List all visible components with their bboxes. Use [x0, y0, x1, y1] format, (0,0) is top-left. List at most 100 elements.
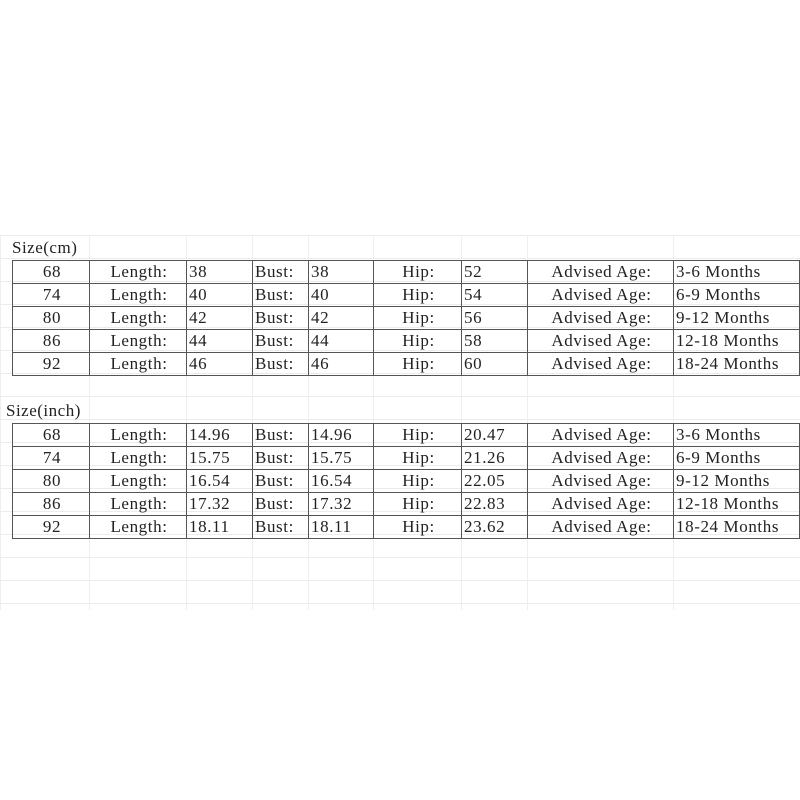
cell-age[interactable]: 9-12 Months [673, 306, 800, 330]
cell-bust[interactable]: 14.96 [308, 423, 374, 447]
table-row: 80 Length: 16.54 Bust: 16.54 Hip: 22.05 Advised… [12, 469, 800, 493]
cell-length-label[interactable]: Length: [89, 352, 187, 376]
cell-length-label[interactable]: Length: [89, 469, 187, 493]
cell-hip-label[interactable]: Hip: [373, 469, 462, 493]
cell-size[interactable]: 68 [12, 423, 90, 447]
cell-bust-label[interactable]: Bust: [252, 423, 309, 447]
cell-hip[interactable]: 22.83 [461, 492, 528, 516]
size-table-inch: 68 Length: 14.96 Bust: 14.96 Hip: 20.47 Advised… [12, 423, 800, 539]
cell-age-label[interactable]: Advised Age: [527, 446, 674, 470]
cell-bust-label[interactable]: Bust: [252, 283, 309, 307]
table-row: 68 Length: 14.96 Bust: 14.96 Hip: 20.47 Advised… [12, 423, 800, 447]
cell-bust-label[interactable]: Bust: [252, 306, 309, 330]
cell-length-label[interactable]: Length: [89, 329, 187, 353]
cell-length[interactable]: 46 [186, 352, 253, 376]
cell-age[interactable]: 3-6 Months [673, 423, 800, 447]
grid-line [461, 235, 462, 610]
cell-size[interactable]: 92 [12, 352, 90, 376]
cell-age[interactable]: 18-24 Months [673, 352, 800, 376]
cell-hip[interactable]: 52 [461, 260, 528, 284]
cell-bust-label[interactable]: Bust: [252, 260, 309, 284]
cell-bust-label[interactable]: Bust: [252, 446, 309, 470]
cell-bust-label[interactable]: Bust: [252, 492, 309, 516]
cell-length[interactable]: 18.11 [186, 515, 253, 539]
cell-size[interactable]: 92 [12, 515, 90, 539]
cell-bust[interactable]: 15.75 [308, 446, 374, 470]
cell-bust-label[interactable]: Bust: [252, 515, 309, 539]
table-row: 74 Length: 15.75 Bust: 15.75 Hip: 21.26 Advised… [12, 446, 800, 470]
cell-size[interactable]: 74 [12, 446, 90, 470]
cell-hip-label[interactable]: Hip: [373, 306, 462, 330]
cell-hip-label[interactable]: Hip: [373, 283, 462, 307]
cell-hip-label[interactable]: Hip: [373, 492, 462, 516]
cell-hip[interactable]: 23.62 [461, 515, 528, 539]
cell-hip-label[interactable]: Hip: [373, 423, 462, 447]
cell-length[interactable]: 14.96 [186, 423, 253, 447]
cell-size[interactable]: 80 [12, 469, 90, 493]
cell-age-label[interactable]: Advised Age: [527, 469, 674, 493]
cell-length-label[interactable]: Length: [89, 446, 187, 470]
cell-age[interactable]: 6-9 Months [673, 446, 800, 470]
cell-bust[interactable]: 18.11 [308, 515, 374, 539]
cell-age-label[interactable]: Advised Age: [527, 352, 674, 376]
cell-length-label[interactable]: Length: [89, 492, 187, 516]
cell-hip[interactable]: 60 [461, 352, 528, 376]
cell-age[interactable]: 9-12 Months [673, 469, 800, 493]
grid-line [308, 235, 309, 610]
cell-length[interactable]: 40 [186, 283, 253, 307]
cell-length[interactable]: 17.32 [186, 492, 253, 516]
cell-length-label[interactable]: Length: [89, 260, 187, 284]
cell-bust[interactable]: 46 [308, 352, 374, 376]
cell-hip-label[interactable]: Hip: [373, 446, 462, 470]
cell-size[interactable]: 68 [12, 260, 90, 284]
table-row: 92 Length: 46 Bust: 46 Hip: 60 Advised Age: 18-2… [12, 352, 800, 376]
cell-bust[interactable]: 40 [308, 283, 374, 307]
cell-length[interactable]: 16.54 [186, 469, 253, 493]
cell-size[interactable]: 86 [12, 492, 90, 516]
cell-length-label[interactable]: Length: [89, 515, 187, 539]
cell-age-label[interactable]: Advised Age: [527, 260, 674, 284]
cell-bust[interactable]: 16.54 [308, 469, 374, 493]
cell-age-label[interactable]: Advised Age: [527, 492, 674, 516]
cell-length-label[interactable]: Length: [89, 283, 187, 307]
cell-hip[interactable]: 58 [461, 329, 528, 353]
cell-hip[interactable]: 54 [461, 283, 528, 307]
cell-hip[interactable]: 56 [461, 306, 528, 330]
table-row: 92 Length: 18.11 Bust: 18.11 Hip: 23.62 Advised… [12, 515, 800, 539]
cell-length-label[interactable]: Length: [89, 306, 187, 330]
cell-bust[interactable]: 44 [308, 329, 374, 353]
table-row: 86 Length: 17.32 Bust: 17.32 Hip: 22.83 Advised… [12, 492, 800, 516]
cell-size[interactable]: 74 [12, 283, 90, 307]
cell-bust[interactable]: 38 [308, 260, 374, 284]
cell-hip[interactable]: 21.26 [461, 446, 528, 470]
cell-size[interactable]: 86 [12, 329, 90, 353]
cell-hip-label[interactable]: Hip: [373, 515, 462, 539]
cell-hip-label[interactable]: Hip: [373, 260, 462, 284]
cell-age[interactable]: 3-6 Months [673, 260, 800, 284]
cell-bust-label[interactable]: Bust: [252, 352, 309, 376]
cell-length[interactable]: 38 [186, 260, 253, 284]
cell-age[interactable]: 12-18 Months [673, 492, 800, 516]
cell-bust-label[interactable]: Bust: [252, 329, 309, 353]
cell-hip-label[interactable]: Hip: [373, 352, 462, 376]
cell-hip[interactable]: 22.05 [461, 469, 528, 493]
cell-bust-label[interactable]: Bust: [252, 469, 309, 493]
cell-age-label[interactable]: Advised Age: [527, 283, 674, 307]
cell-size[interactable]: 80 [12, 306, 90, 330]
cell-age[interactable]: 12-18 Months [673, 329, 800, 353]
cell-hip[interactable]: 20.47 [461, 423, 528, 447]
cell-bust[interactable]: 17.32 [308, 492, 374, 516]
cell-bust[interactable]: 42 [308, 306, 374, 330]
cell-age[interactable]: 18-24 Months [673, 515, 800, 539]
table-row: 86 Length: 44 Bust: 44 Hip: 58 Advised Age: 12-1… [12, 329, 800, 353]
cell-age-label[interactable]: Advised Age: [527, 515, 674, 539]
cell-age-label[interactable]: Advised Age: [527, 329, 674, 353]
cell-length-label[interactable]: Length: [89, 423, 187, 447]
cell-length[interactable]: 44 [186, 329, 253, 353]
cell-age-label[interactable]: Advised Age: [527, 423, 674, 447]
cell-length[interactable]: 42 [186, 306, 253, 330]
cell-hip-label[interactable]: Hip: [373, 329, 462, 353]
cell-age-label[interactable]: Advised Age: [527, 306, 674, 330]
cell-length[interactable]: 15.75 [186, 446, 253, 470]
cell-age[interactable]: 6-9 Months [673, 283, 800, 307]
